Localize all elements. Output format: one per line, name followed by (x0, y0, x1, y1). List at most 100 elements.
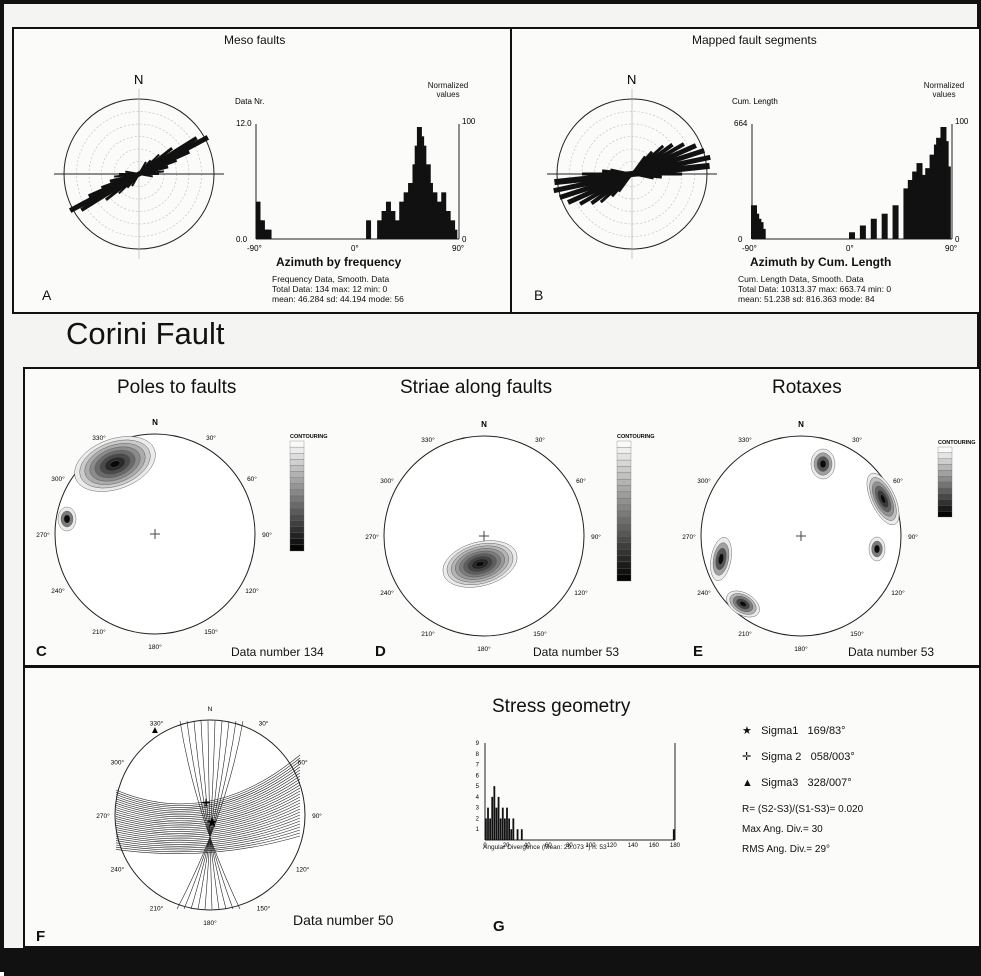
stereonet-c-azimuth-label: 180° (148, 643, 162, 651)
hist-b-caption: Azimuth by Cum. Length (750, 255, 892, 269)
legend-c-swatch (289, 532, 305, 539)
stereonet-c-azimuth-label: 120° (245, 587, 259, 595)
legend-d-swatch (616, 491, 632, 499)
panel-b-heading: Mapped fault segments (692, 33, 817, 47)
hist-g-xtick: 20 (503, 843, 510, 849)
rose-a-north: N (134, 72, 143, 87)
panel-letter-d: D (375, 643, 386, 660)
great-circle (115, 781, 301, 821)
rose-petal (138, 173, 153, 178)
panel-a-graphics: N Data Nr. 12.0 0.0 100 0 -90° 0° 90° (54, 72, 476, 259)
histogram-bar (485, 818, 487, 840)
legend-d-swatch (616, 529, 632, 537)
sigma1-label: Sigma1 (761, 725, 799, 737)
legend-e-swatch (937, 487, 953, 494)
histogram-bar (520, 829, 523, 840)
rose-petal (610, 168, 633, 175)
legend-e-swatch (937, 481, 953, 488)
hist-g-ytick: 8 (476, 752, 480, 758)
stereonet-e-azimuth-label: 60° (893, 477, 903, 485)
histogram-bar (929, 154, 936, 239)
great-circle (186, 720, 234, 910)
legend-c-swatch (289, 446, 305, 454)
legend-c-swatch (289, 477, 305, 484)
hist-b-y-min: 0 (738, 235, 743, 244)
hist-g-xtick: 120 (607, 843, 618, 849)
sigma1-marker: ★ (206, 814, 219, 830)
great-circle (115, 790, 301, 827)
histogram-bar (516, 829, 519, 840)
histogram-bar (436, 201, 442, 239)
legend-sigma3: ▲ Sigma3 328/007° (742, 770, 863, 796)
panel-mapped-segments: N Cum. Length 664 0 100 0 -90° 0° 90° Ma… (510, 27, 981, 314)
histogram-bar (912, 171, 919, 239)
legend-sigma1: ★ Sigma1 169/83° (742, 718, 863, 744)
sigma3-value: 328/007° (807, 777, 852, 789)
stereonets-graphics: N 30° 60° 90° 120° 150° 180° 210° 240° 270° 300° 33… (36, 418, 975, 653)
stereonet-d-azimuth-label: 150° (533, 630, 547, 638)
legend-sigma2: ✛ Sigma 2 058/003° (742, 744, 863, 770)
rose-petal (125, 170, 140, 175)
stereonet-f-azimuth-label: 120° (296, 866, 310, 874)
hist-b-y-title: Cum. Length (732, 97, 778, 106)
histogram-bar (916, 163, 923, 239)
stereonet-d-azimuth-label: 60° (576, 477, 586, 485)
legend-c-swatch (289, 526, 305, 533)
legend-e-swatch (937, 505, 953, 512)
legend-e-swatch (937, 470, 953, 477)
legend-c-swatch (289, 471, 305, 478)
stereonet-d-azimuth-label: N (481, 420, 487, 429)
stereonet-c-azimuth-label: 300° (51, 475, 65, 483)
stereonet-e-azimuth-label: 90° (908, 533, 918, 541)
hist-g-caption: Angular Divergence (Mean: 29.073 °) n: 5… (483, 844, 607, 851)
section-title: Corini Fault (66, 316, 225, 351)
stereonet-f-azimuth-label: 270° (96, 812, 110, 820)
histogram-bar (499, 818, 502, 840)
hist-g-ytick: 6 (476, 773, 480, 779)
stereonet-d-azimuth-label: 90° (591, 533, 601, 541)
stereonet-f-azimuth-label: 210° (150, 905, 164, 913)
histogram-bar (266, 229, 272, 239)
histogram-bar (907, 179, 914, 239)
great-circle (115, 784, 301, 823)
stereonet-e-azimuth-label: 30° (852, 436, 862, 444)
legend-d-swatch (616, 517, 632, 524)
rose-a-petals (68, 135, 210, 213)
hist-g-xtick: 80 (566, 843, 573, 849)
hist-a-y-title: Data Nr. (235, 97, 264, 106)
sigma2-label: Sigma 2 (761, 751, 802, 763)
legend-d-swatch (616, 479, 632, 486)
histogram-bar (512, 818, 515, 840)
stereonet-f: N 30° 60° 90° 120° 150° 180° 210° 240° 270° 300° 33… (96, 706, 322, 927)
legend-c-swatch (289, 501, 305, 509)
great-circle (115, 778, 301, 819)
legend-d-swatch (616, 542, 632, 550)
panel-e-title: Rotaxes (772, 377, 842, 398)
histogram-bar (381, 211, 387, 239)
legend-d: CONTOURING (616, 434, 654, 582)
ratio-text: R= (S2-S3)/(S1-S3)= 0.020 (742, 804, 864, 815)
stereonet-c-azimuth-label: N (152, 418, 158, 427)
great-circle (183, 720, 237, 910)
great-circle (115, 772, 301, 816)
stereonet-d: N 30° 60° 90° 120° 150° 180° 210° 240° 270° 300° 33… (365, 420, 601, 653)
histogram-bar (881, 213, 888, 239)
histogram-bar (504, 818, 506, 840)
legend-c-swatch (289, 453, 305, 460)
hist-g-ytick: 1 (476, 827, 480, 833)
hist-a-xtick-0: -90° (247, 244, 262, 253)
stereonet-e-azimuth-label: 300° (697, 477, 711, 485)
panel-stress: 9 8 7 6 5 4 3 2 1 0 20 40 60 80 100 120 140 160 180 N 30° 60… (23, 666, 981, 948)
panel-c-title: Poles to faults (117, 377, 237, 398)
stereonet-c-azimuth-label: 210° (92, 628, 106, 636)
legend-e-swatch (937, 458, 953, 465)
panel-a-heading: Meso faults (224, 33, 286, 47)
stereonet-e-azimuth-label: 180° (794, 645, 808, 653)
legend-c-swatch (289, 465, 305, 472)
legend-e-swatch (937, 446, 953, 453)
stereonet-c-azimuth-label: 30° (206, 434, 216, 442)
histogram-bar (903, 188, 910, 239)
stereonet-c-azimuth-label: 150° (204, 628, 218, 636)
legend-e-swatch (937, 511, 953, 518)
